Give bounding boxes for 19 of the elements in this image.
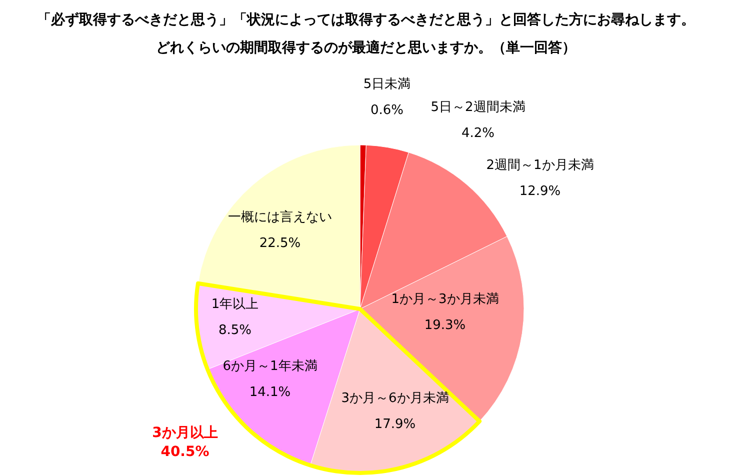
chart-title: 「必ず取得するべきだと思う」「状況によっては取得するべきだと思う」と回答した方にお尋ねします。 [37,11,695,28]
data-label: 17.9% [374,417,416,432]
data-label: 8.5% [218,323,252,338]
slice-label: 5日～2週間未満 [430,100,526,115]
slice-label: 5日未満 [363,77,411,92]
slice-label: 2週間～1か月未満 [486,158,594,173]
text: 3か月以上 40.5% [152,425,218,460]
slice-label: 6か月～1年未満 [222,359,318,374]
data-label: 12.9% [519,184,561,199]
slice-label: 3か月～6か月未満 [341,391,449,406]
data-label: 22.5% [259,236,301,251]
chart-subtitle: どれくらいの期間取得するのが最適だと思いますか。（単一回答） [156,39,576,56]
data-label: 4.2% [461,126,495,141]
data-label: 19.3% [424,318,466,333]
slice-label: 1か月～3か月未満 [391,292,499,307]
data-label: 0.6% [370,103,404,118]
data-label: 14.1% [249,385,291,400]
slice-label: 1年以上 [211,297,259,312]
slice-label: 一概には言えない [228,209,332,225]
